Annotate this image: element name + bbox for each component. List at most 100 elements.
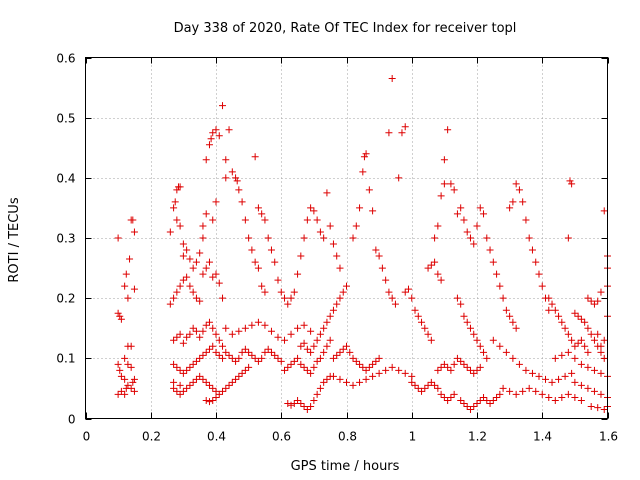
data-point <box>228 330 236 338</box>
data-point <box>196 297 204 305</box>
data-point <box>548 300 556 308</box>
data-point <box>535 270 543 278</box>
y-tick-label: 0 <box>68 413 76 427</box>
data-point <box>551 306 559 314</box>
data-point <box>375 252 383 260</box>
data-point <box>398 129 406 137</box>
x-tick-label: 1.4 <box>533 430 552 444</box>
data-point <box>215 336 223 344</box>
data-point <box>179 252 187 260</box>
data-point <box>568 180 576 188</box>
data-point <box>313 390 321 398</box>
data-point <box>264 234 272 242</box>
data-point <box>251 258 259 266</box>
data-point <box>219 102 227 110</box>
data-point <box>219 294 227 302</box>
data-point <box>333 252 341 260</box>
data-point <box>222 324 230 332</box>
data-point <box>600 354 608 362</box>
data-point <box>219 354 227 362</box>
data-point <box>558 393 566 401</box>
data-point <box>558 318 566 326</box>
data-point <box>336 375 344 383</box>
data-point <box>323 318 331 326</box>
data-point <box>274 354 282 362</box>
data-point <box>209 273 217 281</box>
data-point <box>339 288 347 296</box>
data-point <box>176 183 184 191</box>
data-point <box>414 384 422 392</box>
data-point <box>509 198 517 206</box>
data-point <box>114 390 122 398</box>
data-point <box>411 381 419 389</box>
data-point <box>362 366 370 374</box>
data-point <box>476 396 484 404</box>
data-point <box>421 324 429 332</box>
data-point <box>590 366 598 374</box>
data-point <box>369 360 377 368</box>
data-point <box>179 387 187 395</box>
data-point <box>437 276 445 284</box>
data-point <box>199 222 207 230</box>
data-point <box>522 216 530 224</box>
data-point <box>447 393 455 401</box>
data-point <box>235 372 243 380</box>
data-point <box>437 363 445 371</box>
data-point <box>352 222 360 230</box>
data-point <box>196 249 204 257</box>
data-point <box>597 348 605 356</box>
data-point <box>343 282 350 290</box>
data-point <box>453 210 461 218</box>
data-point <box>114 309 122 317</box>
chart-title: Day 338 of 2020, Rate Of TEC Index for r… <box>174 21 517 36</box>
y-tick-label: 0.2 <box>56 292 75 306</box>
data-point <box>597 390 605 398</box>
data-point <box>294 396 302 404</box>
data-point <box>274 276 282 284</box>
data-point <box>551 396 559 404</box>
data-point <box>486 246 494 254</box>
data-point <box>587 297 595 305</box>
x-tick-label: 0.6 <box>272 430 291 444</box>
data-point <box>277 288 285 296</box>
data-point <box>179 369 187 377</box>
data-point <box>261 348 269 356</box>
data-point <box>297 360 305 368</box>
data-point <box>571 378 579 386</box>
data-point <box>493 393 501 401</box>
data-point <box>564 234 572 242</box>
data-point <box>509 318 517 326</box>
data-point <box>186 255 194 263</box>
data-point <box>463 402 471 410</box>
data-point <box>300 339 308 347</box>
data-point <box>241 345 249 353</box>
data-point <box>496 282 504 290</box>
data-point <box>254 357 262 365</box>
data-point <box>434 366 442 374</box>
data-point <box>440 180 448 188</box>
data-point <box>480 393 488 401</box>
data-point <box>121 354 129 362</box>
data-point <box>424 264 432 272</box>
data-point <box>202 396 210 404</box>
data-point <box>457 357 465 365</box>
data-point <box>463 318 471 326</box>
data-point <box>571 393 579 401</box>
data-point <box>581 318 589 326</box>
data-point <box>561 372 569 380</box>
data-point <box>496 342 504 350</box>
data-point <box>431 258 439 266</box>
data-point <box>307 402 315 410</box>
data-point <box>232 174 240 182</box>
data-point <box>584 324 592 332</box>
data-point <box>192 258 200 266</box>
data-point <box>186 330 194 338</box>
data-point <box>176 390 184 398</box>
data-point <box>542 375 550 383</box>
data-point <box>271 258 279 266</box>
data-point <box>222 174 230 182</box>
data-point <box>597 342 605 350</box>
data-point <box>408 372 416 380</box>
data-point <box>395 366 403 374</box>
